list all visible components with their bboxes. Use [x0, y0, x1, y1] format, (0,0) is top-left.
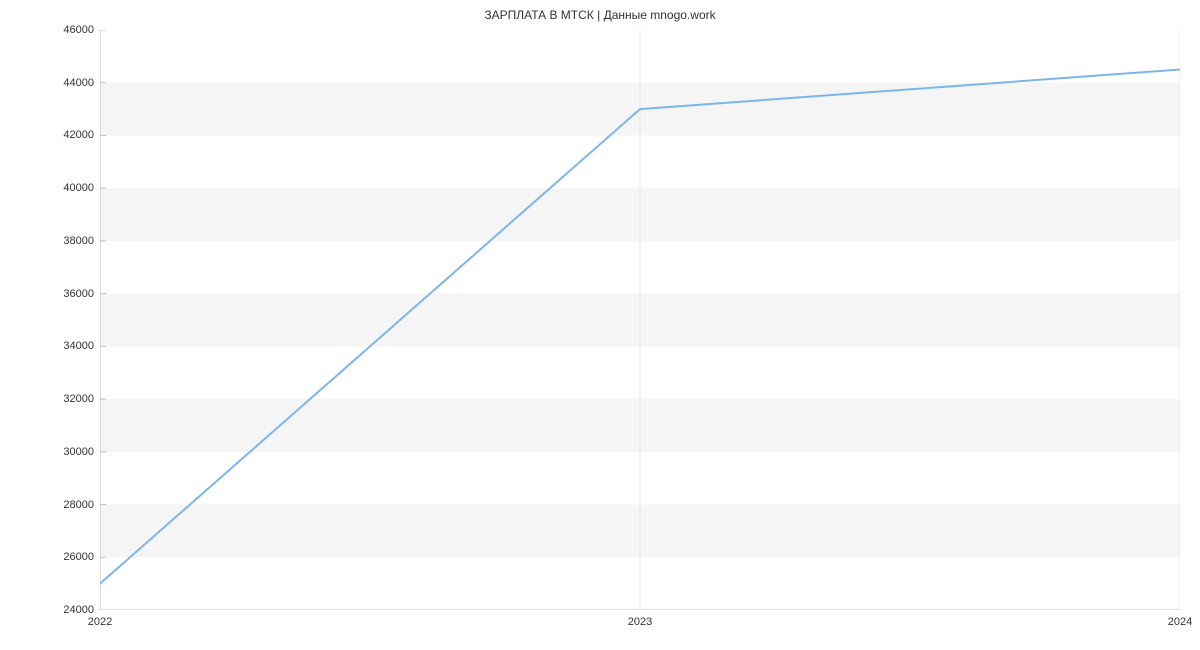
plot-area: 2400026000280003000032000340003600038000…	[100, 30, 1180, 610]
plot-svg	[100, 30, 1180, 610]
y-tick-label: 26000	[63, 551, 100, 563]
y-tick-label: 46000	[63, 24, 100, 36]
y-tick-label: 38000	[63, 235, 100, 247]
y-tick-label: 34000	[63, 340, 100, 352]
chart-title: ЗАРПЛАТА В МТСК | Данные mnogo.work	[0, 8, 1200, 22]
y-tick-label: 30000	[63, 446, 100, 458]
y-tick-label: 36000	[63, 288, 100, 300]
y-tick-label: 32000	[63, 393, 100, 405]
y-tick-label: 28000	[63, 499, 100, 511]
y-tick-label: 42000	[63, 129, 100, 141]
x-tick-label: 2024	[1168, 610, 1192, 628]
x-tick-label: 2023	[628, 610, 652, 628]
y-tick-label: 44000	[63, 77, 100, 89]
salary-line-chart: ЗАРПЛАТА В МТСК | Данные mnogo.work 2400…	[0, 0, 1200, 650]
y-tick-label: 40000	[63, 182, 100, 194]
x-tick-label: 2022	[88, 610, 112, 628]
